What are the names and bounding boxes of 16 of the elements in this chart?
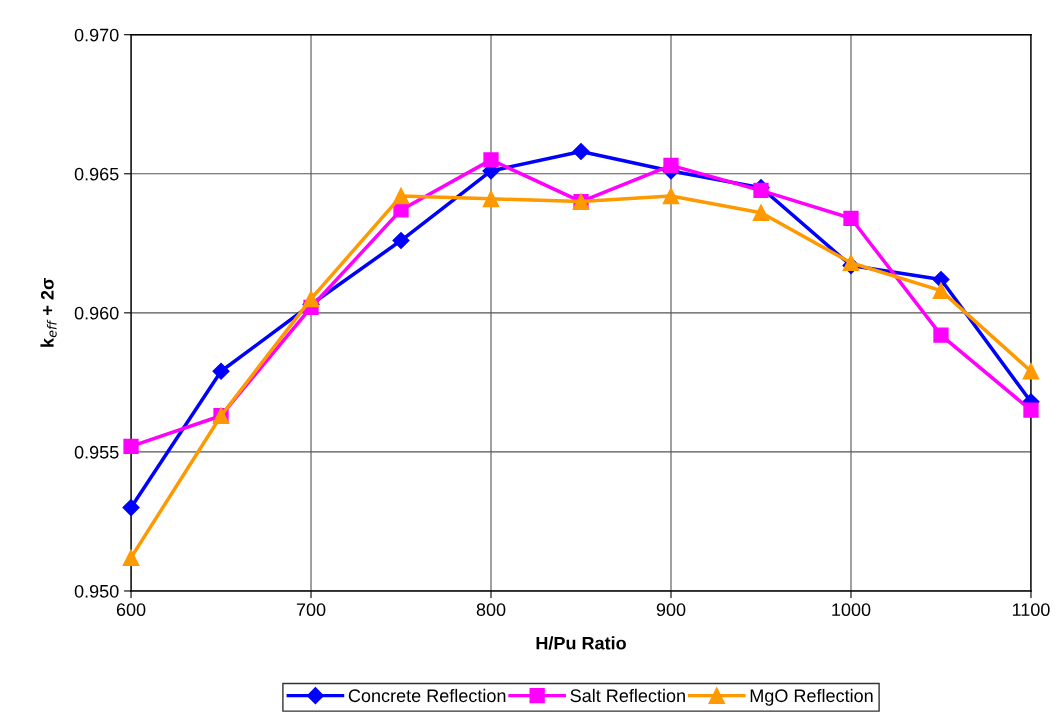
x-tick-label: 1000 — [832, 603, 871, 617]
y-tick-label: 0.965 — [74, 167, 119, 181]
x-axis-title: H/Pu Ratio — [536, 636, 626, 650]
x-tick-label: 600 — [116, 603, 146, 617]
x-tick-label: 1100 — [1012, 603, 1050, 617]
x-tick-label: 800 — [476, 603, 506, 617]
y-tick-label: 0.950 — [74, 584, 119, 598]
y-axis-title: k$_{eff}$ + 2σ — [40, 278, 57, 347]
x-tick-label: 900 — [656, 603, 686, 617]
y-tick-label: 0.955 — [74, 445, 119, 459]
y-tick-label: 0.960 — [74, 306, 119, 320]
x-tick-label: 700 — [296, 603, 326, 617]
y-tick-label: 0.970 — [74, 28, 119, 42]
legend-label: Concrete Reflection — [348, 688, 506, 703]
legend-label: Salt Reflection — [570, 688, 685, 703]
legend-label: MgO Reflection — [750, 688, 873, 706]
